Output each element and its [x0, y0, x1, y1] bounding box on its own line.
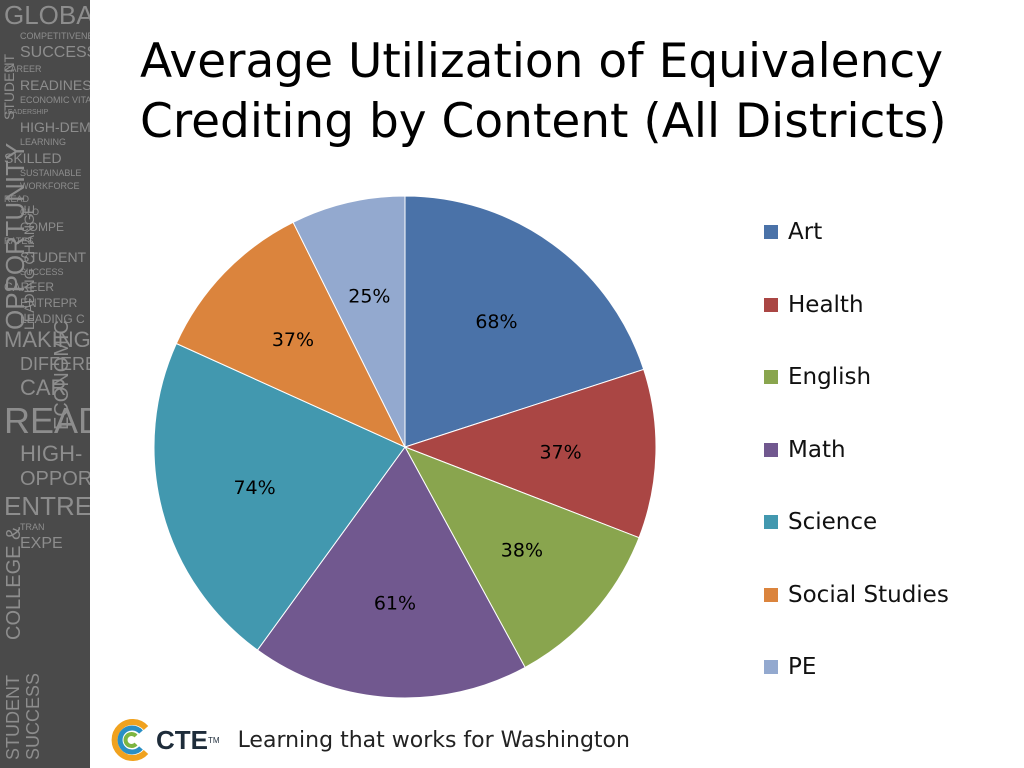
- banner-word: STUDENT: [20, 249, 87, 265]
- data-label-math: 61%: [374, 592, 416, 614]
- pie-slice-science: [153, 342, 406, 651]
- banner-word: EXPE: [20, 535, 63, 552]
- banner-word: COMPETITIVENESS: [20, 31, 90, 41]
- data-label-pe: 25%: [348, 286, 390, 308]
- legend-swatch: [764, 515, 778, 529]
- cte-logo-icon: [111, 719, 149, 761]
- pie-slice-pe: [292, 195, 406, 448]
- legend-item-math: Math: [764, 436, 846, 464]
- legend-swatch: [764, 297, 778, 312]
- banner-word: READINESS: [20, 77, 90, 93]
- banner-word: LEARNING: [20, 137, 67, 147]
- banner-word: CAR: [20, 375, 67, 400]
- pie-slice-art: [404, 195, 645, 448]
- legend-label: Art: [788, 219, 823, 245]
- legend-swatch: [764, 370, 778, 384]
- banner-word: LEADERSHIP: [4, 109, 49, 116]
- banner-word: GLO: [20, 207, 40, 217]
- legend-label: Math: [788, 436, 846, 463]
- banner-word: READ: [4, 400, 90, 441]
- banner-word: OPPOR: [20, 468, 90, 490]
- data-label-science: 74%: [233, 477, 275, 499]
- banner-word: ENTREPR: [20, 296, 78, 310]
- pie-slice-math: [256, 446, 526, 699]
- banner-word: DIFFERE: [20, 354, 90, 374]
- logo-tm: TM: [208, 735, 220, 745]
- banner-word: CAREER: [4, 64, 42, 74]
- legend-swatch: [764, 660, 778, 674]
- legend-label: PE: [788, 654, 817, 680]
- banner-word: SUCCESS: [20, 44, 90, 61]
- banner-word: ENTRE: [4, 491, 90, 521]
- legend-swatch: [764, 442, 778, 457]
- banner-word: LEADING C: [20, 312, 85, 326]
- banner-word: RATES: [4, 236, 34, 246]
- legend-swatch: [764, 225, 778, 239]
- banner-word: SKILLED: [4, 150, 62, 166]
- banner-word: WORKFORCE: [20, 181, 80, 191]
- legend-item-art: Art: [764, 218, 822, 246]
- logo-text: CTE: [156, 724, 208, 755]
- pie-slice-english: [403, 446, 640, 669]
- banner-word: HIGH-: [20, 441, 83, 466]
- legend-label: English: [788, 364, 872, 390]
- legend-label: Health: [788, 291, 864, 318]
- banner-word: TRAN: [20, 522, 45, 532]
- pie-slice-social-studies: [175, 221, 407, 449]
- data-label-social-studies: 37%: [272, 329, 314, 351]
- banner-word: SUCCESS: [20, 267, 64, 277]
- banner-word: COMPE: [20, 220, 65, 234]
- banner-word: SUSTAINABLE: [20, 168, 82, 178]
- legend-label: Social Studies: [788, 581, 949, 608]
- banner-word: HIGH-DEMAND: [20, 119, 90, 135]
- banner-word: ECONOMIC VITALITY: [20, 95, 90, 105]
- banner-word: READ: [4, 194, 30, 204]
- legend-item-health: Health: [764, 291, 864, 319]
- legend-item-english: English: [764, 363, 871, 391]
- footer-tagline: Learning that works for Washington: [237, 727, 630, 753]
- page-title: Average Utilization of Equivalency Credi…: [140, 34, 947, 149]
- data-label-health: 37%: [539, 441, 581, 463]
- data-label-english: 38%: [501, 540, 543, 562]
- banner-word: GLOBAL: [4, 0, 90, 30]
- banner-word: CAREER: [4, 280, 55, 294]
- legend-item-social-studies: Social Studies: [764, 581, 949, 609]
- legend-label: Science: [788, 509, 878, 535]
- pie-slice-health: [403, 368, 657, 539]
- banner-word: MAKING: [4, 327, 90, 352]
- side-banner: GLOBALCOMPETITIVENESS SUCCESS CAREER READIN…: [0, 0, 90, 768]
- legend-item-science: Science: [764, 508, 877, 536]
- legend-swatch: [764, 587, 778, 602]
- footer-logo: CTE TM Learning that works for Washington: [108, 715, 630, 765]
- legend-item-pe: PE: [764, 653, 816, 681]
- data-label-art: 68%: [475, 311, 517, 333]
